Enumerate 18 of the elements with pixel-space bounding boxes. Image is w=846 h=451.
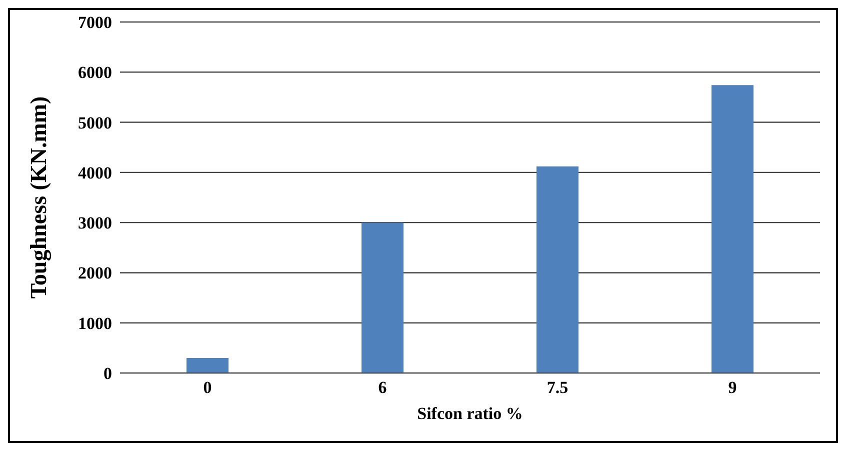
x-tick-label: 0 xyxy=(203,378,212,398)
x-axis-title: Sifcon ratio % xyxy=(417,404,523,423)
bar xyxy=(536,166,578,373)
y-tick-label: 0 xyxy=(104,364,112,384)
x-tick-label: 7.5 xyxy=(546,378,568,398)
bar xyxy=(362,222,404,373)
bar xyxy=(712,85,754,373)
y-axis-title: Toughness (KN.mm) xyxy=(26,96,52,299)
y-tick-label: 2000 xyxy=(78,264,112,283)
y-tick-label: 6000 xyxy=(78,63,112,82)
y-tick-label: 7000 xyxy=(78,13,112,32)
x-tick-label: 6 xyxy=(378,378,387,398)
y-tick-label: 4000 xyxy=(78,163,112,182)
x-tick-label: 9 xyxy=(728,378,737,398)
y-tick-label: 3000 xyxy=(78,214,112,233)
y-tick-label: 5000 xyxy=(78,113,112,132)
y-tick-label: 1000 xyxy=(78,314,112,333)
bar xyxy=(186,358,228,373)
